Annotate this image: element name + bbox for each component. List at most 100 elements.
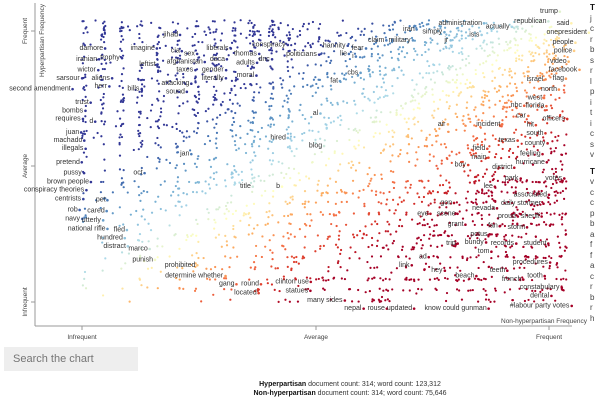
term-point[interactable] xyxy=(434,287,437,290)
term-point[interactable] xyxy=(432,155,435,158)
term-point[interactable] xyxy=(392,186,396,190)
term-point[interactable] xyxy=(482,104,485,107)
term-point[interactable] xyxy=(545,223,548,226)
term-point[interactable] xyxy=(564,269,567,272)
term-label[interactable]: machado xyxy=(54,137,83,144)
term-point[interactable] xyxy=(477,179,481,182)
term-point[interactable] xyxy=(382,289,385,292)
term-point[interactable] xyxy=(390,38,394,41)
term-point[interactable] xyxy=(286,24,290,27)
term-point[interactable] xyxy=(233,169,236,172)
term-point[interactable] xyxy=(373,266,376,269)
term-point[interactable] xyxy=(289,137,292,140)
term-point[interactable] xyxy=(158,160,161,163)
term-point[interactable] xyxy=(249,49,252,53)
term-point[interactable] xyxy=(433,26,436,29)
term-point[interactable] xyxy=(214,78,218,81)
term-point[interactable] xyxy=(150,77,154,80)
term-point[interactable] xyxy=(524,30,527,33)
term-point[interactable] xyxy=(426,212,429,216)
term-point[interactable] xyxy=(232,70,236,73)
term-point[interactable] xyxy=(82,42,85,45)
term-point[interactable] xyxy=(159,107,163,110)
term-point[interactable] xyxy=(548,53,551,56)
term-point[interactable] xyxy=(376,239,379,242)
term-point[interactable] xyxy=(213,20,216,23)
term-point[interactable] xyxy=(534,36,538,39)
term-point[interactable] xyxy=(497,89,501,92)
term-point[interactable] xyxy=(521,54,524,57)
term-point[interactable] xyxy=(186,100,189,103)
term-point[interactable] xyxy=(557,37,561,40)
term-point[interactable] xyxy=(564,229,567,232)
term-point[interactable] xyxy=(484,90,487,93)
term-point[interactable] xyxy=(320,194,323,197)
term-point[interactable] xyxy=(382,95,386,99)
term-point[interactable] xyxy=(544,243,547,246)
term-label[interactable]: distract xyxy=(103,243,126,250)
term-point[interactable] xyxy=(212,53,216,56)
labeled-term-point[interactable] xyxy=(84,147,87,151)
term-point[interactable] xyxy=(466,190,469,193)
term-point[interactable] xyxy=(152,44,155,48)
term-point[interactable] xyxy=(441,73,445,76)
term-point[interactable] xyxy=(497,67,501,71)
term-point[interactable] xyxy=(429,78,433,81)
term-point[interactable] xyxy=(455,128,458,131)
term-point[interactable] xyxy=(526,191,529,194)
term-point[interactable] xyxy=(400,104,403,107)
term-point[interactable] xyxy=(433,81,436,84)
term-point[interactable] xyxy=(456,266,459,269)
term-point[interactable] xyxy=(254,254,258,258)
term-point[interactable] xyxy=(497,139,500,142)
term-point[interactable] xyxy=(251,177,254,180)
term-point[interactable] xyxy=(418,72,421,75)
term-point[interactable] xyxy=(452,90,455,94)
term-point[interactable] xyxy=(178,104,181,108)
term-point[interactable] xyxy=(561,179,564,182)
term-point[interactable] xyxy=(289,213,292,216)
term-point[interactable] xyxy=(213,38,216,41)
term-label[interactable]: #labour party votes xyxy=(510,302,570,309)
term-point[interactable] xyxy=(298,178,301,182)
term-point[interactable] xyxy=(97,86,100,89)
term-point[interactable] xyxy=(536,74,539,78)
term-point[interactable] xyxy=(418,196,421,199)
sidebar-term[interactable]: b xyxy=(590,292,595,302)
term-point[interactable] xyxy=(249,266,252,269)
labeled-term-point[interactable] xyxy=(542,202,545,206)
term-point[interactable] xyxy=(531,51,534,54)
term-point[interactable] xyxy=(257,130,260,134)
term-point[interactable] xyxy=(444,299,448,303)
term-point[interactable] xyxy=(211,20,215,23)
term-point[interactable] xyxy=(104,257,107,260)
term-point[interactable] xyxy=(521,27,524,30)
term-point[interactable] xyxy=(462,122,465,125)
term-point[interactable] xyxy=(156,237,159,240)
term-point[interactable] xyxy=(466,201,469,204)
term-point[interactable] xyxy=(428,225,431,229)
term-point[interactable] xyxy=(455,35,458,38)
term-point[interactable] xyxy=(417,92,420,95)
term-point[interactable] xyxy=(120,135,124,139)
term-point[interactable] xyxy=(140,173,143,176)
term-point[interactable] xyxy=(314,138,317,141)
term-point[interactable] xyxy=(428,133,431,136)
term-point[interactable] xyxy=(405,278,408,281)
term-point[interactable] xyxy=(195,100,198,103)
term-point[interactable] xyxy=(551,62,554,65)
term-point[interactable] xyxy=(555,262,559,265)
term-point[interactable] xyxy=(515,206,518,209)
term-point[interactable] xyxy=(83,216,86,219)
term-point[interactable] xyxy=(244,213,247,216)
term-point[interactable] xyxy=(447,81,450,84)
term-point[interactable] xyxy=(452,244,456,248)
term-point[interactable] xyxy=(491,63,494,66)
term-point[interactable] xyxy=(446,190,450,193)
term-point[interactable] xyxy=(315,278,318,281)
labeled-term-point[interactable] xyxy=(544,131,547,135)
term-point[interactable] xyxy=(373,173,376,177)
term-point[interactable] xyxy=(508,82,512,85)
term-point[interactable] xyxy=(468,61,471,65)
term-point[interactable] xyxy=(531,180,534,184)
